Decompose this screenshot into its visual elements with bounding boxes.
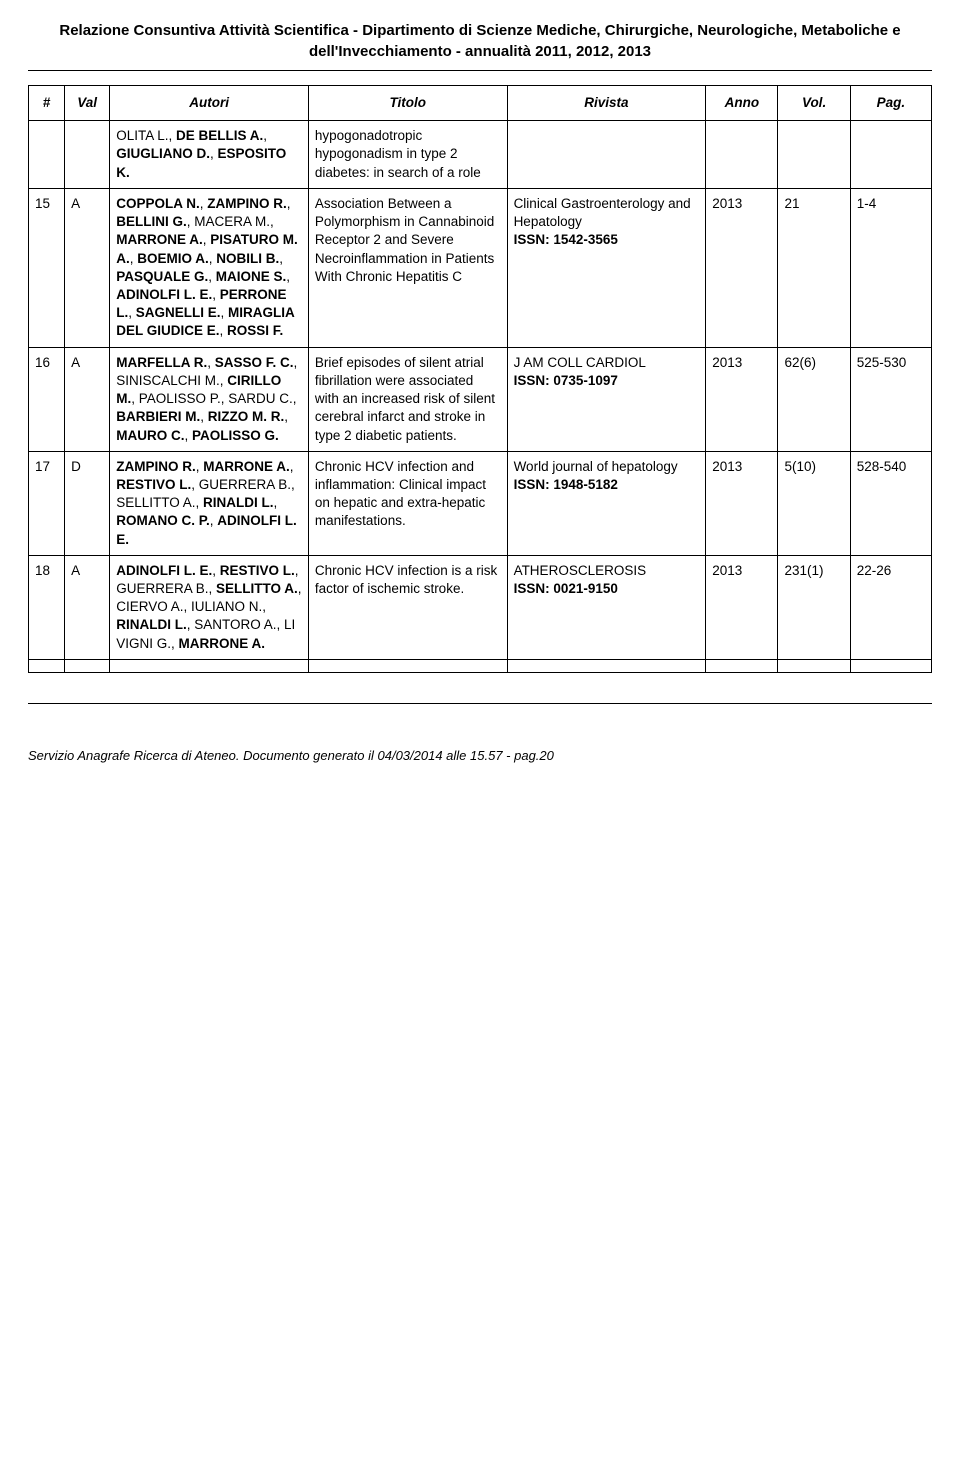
cell-autori: COPPOLA N., ZAMPINO R., BELLINI G., MACE… bbox=[110, 188, 309, 347]
table-row: 18AADINOLFI L. E., RESTIVO L., GUERRERA … bbox=[29, 555, 932, 659]
cell-autori: ZAMPINO R., MARRONE A., RESTIVO L., GUER… bbox=[110, 451, 309, 555]
cell-titolo: Chronic HCV infection and inflammation: … bbox=[308, 451, 507, 555]
header-line2: dell'Invecchiamento - annualità 2011, 20… bbox=[309, 43, 651, 60]
cell-pag: 1-4 bbox=[850, 188, 931, 347]
cell-pag: 22-26 bbox=[850, 555, 931, 659]
cell-anno: 2013 bbox=[706, 451, 778, 555]
col-vol: Vol. bbox=[778, 86, 850, 121]
cell-num bbox=[29, 659, 65, 672]
table-row: 15ACOPPOLA N., ZAMPINO R., BELLINI G., M… bbox=[29, 188, 932, 347]
cell-rivista: ATHEROSCLEROSISISSN: 0021-9150 bbox=[507, 555, 706, 659]
table-row: OLITA L., DE BELLIS A., GIUGLIANO D., ES… bbox=[29, 121, 932, 189]
col-num: # bbox=[29, 86, 65, 121]
cell-anno: 2013 bbox=[706, 555, 778, 659]
table-row bbox=[29, 659, 932, 672]
cell-rivista bbox=[507, 121, 706, 189]
cell-titolo: Association Between a Polymorphism in Ca… bbox=[308, 188, 507, 347]
header-rule bbox=[28, 70, 932, 71]
table-header-row: # Val Autori Titolo Rivista Anno Vol. Pa… bbox=[29, 86, 932, 121]
cell-val: D bbox=[65, 451, 110, 555]
cell-rivista: J AM COLL CARDIOLISSN: 0735-1097 bbox=[507, 347, 706, 451]
cell-vol bbox=[778, 121, 850, 189]
cell-vol: 5(10) bbox=[778, 451, 850, 555]
cell-anno: 2013 bbox=[706, 188, 778, 347]
page-footer: Servizio Anagrafe Ricerca di Ateneo. Doc… bbox=[28, 744, 932, 763]
col-val: Val bbox=[65, 86, 110, 121]
col-rivista: Rivista bbox=[507, 86, 706, 121]
cell-num: 18 bbox=[29, 555, 65, 659]
cell-pag: 525-530 bbox=[850, 347, 931, 451]
page-header: Relazione Consuntiva Attività Scientific… bbox=[28, 20, 932, 62]
cell-anno: 2013 bbox=[706, 347, 778, 451]
cell-num: 15 bbox=[29, 188, 65, 347]
cell-pag bbox=[850, 121, 931, 189]
col-autori: Autori bbox=[110, 86, 309, 121]
col-anno: Anno bbox=[706, 86, 778, 121]
cell-val: A bbox=[65, 347, 110, 451]
cell-rivista bbox=[507, 659, 706, 672]
cell-rivista: Clinical Gastroenterology and Hepatology… bbox=[507, 188, 706, 347]
cell-autori: MARFELLA R., SASSO F. C., SINISCALCHI M.… bbox=[110, 347, 309, 451]
cell-val bbox=[65, 121, 110, 189]
cell-vol bbox=[778, 659, 850, 672]
col-pag: Pag. bbox=[850, 86, 931, 121]
cell-anno bbox=[706, 121, 778, 189]
cell-num bbox=[29, 121, 65, 189]
cell-autori: ADINOLFI L. E., RESTIVO L., GUERRERA B.,… bbox=[110, 555, 309, 659]
cell-titolo: Brief episodes of silent atrial fibrilla… bbox=[308, 347, 507, 451]
footer-rule bbox=[28, 703, 932, 704]
cell-anno bbox=[706, 659, 778, 672]
cell-pag bbox=[850, 659, 931, 672]
cell-titolo: Chronic HCV infection is a risk factor o… bbox=[308, 555, 507, 659]
cell-vol: 231(1) bbox=[778, 555, 850, 659]
table-row: 16AMARFELLA R., SASSO F. C., SINISCALCHI… bbox=[29, 347, 932, 451]
footer-text: Servizio Anagrafe Ricerca di Ateneo. Doc… bbox=[28, 748, 554, 763]
table-body: OLITA L., DE BELLIS A., GIUGLIANO D., ES… bbox=[29, 121, 932, 673]
cell-val: A bbox=[65, 555, 110, 659]
cell-pag: 528-540 bbox=[850, 451, 931, 555]
cell-autori bbox=[110, 659, 309, 672]
header-line1: Relazione Consuntiva Attività Scientific… bbox=[59, 22, 900, 39]
cell-titolo: hypogonadotropic hypogonadism in type 2 … bbox=[308, 121, 507, 189]
cell-vol: 21 bbox=[778, 188, 850, 347]
cell-vol: 62(6) bbox=[778, 347, 850, 451]
cell-titolo bbox=[308, 659, 507, 672]
cell-autori: OLITA L., DE BELLIS A., GIUGLIANO D., ES… bbox=[110, 121, 309, 189]
publications-table: # Val Autori Titolo Rivista Anno Vol. Pa… bbox=[28, 85, 932, 673]
cell-num: 17 bbox=[29, 451, 65, 555]
table-row: 17DZAMPINO R., MARRONE A., RESTIVO L., G… bbox=[29, 451, 932, 555]
col-titolo: Titolo bbox=[308, 86, 507, 121]
cell-rivista: World journal of hepatologyISSN: 1948-51… bbox=[507, 451, 706, 555]
cell-num: 16 bbox=[29, 347, 65, 451]
cell-val: A bbox=[65, 188, 110, 347]
cell-val bbox=[65, 659, 110, 672]
